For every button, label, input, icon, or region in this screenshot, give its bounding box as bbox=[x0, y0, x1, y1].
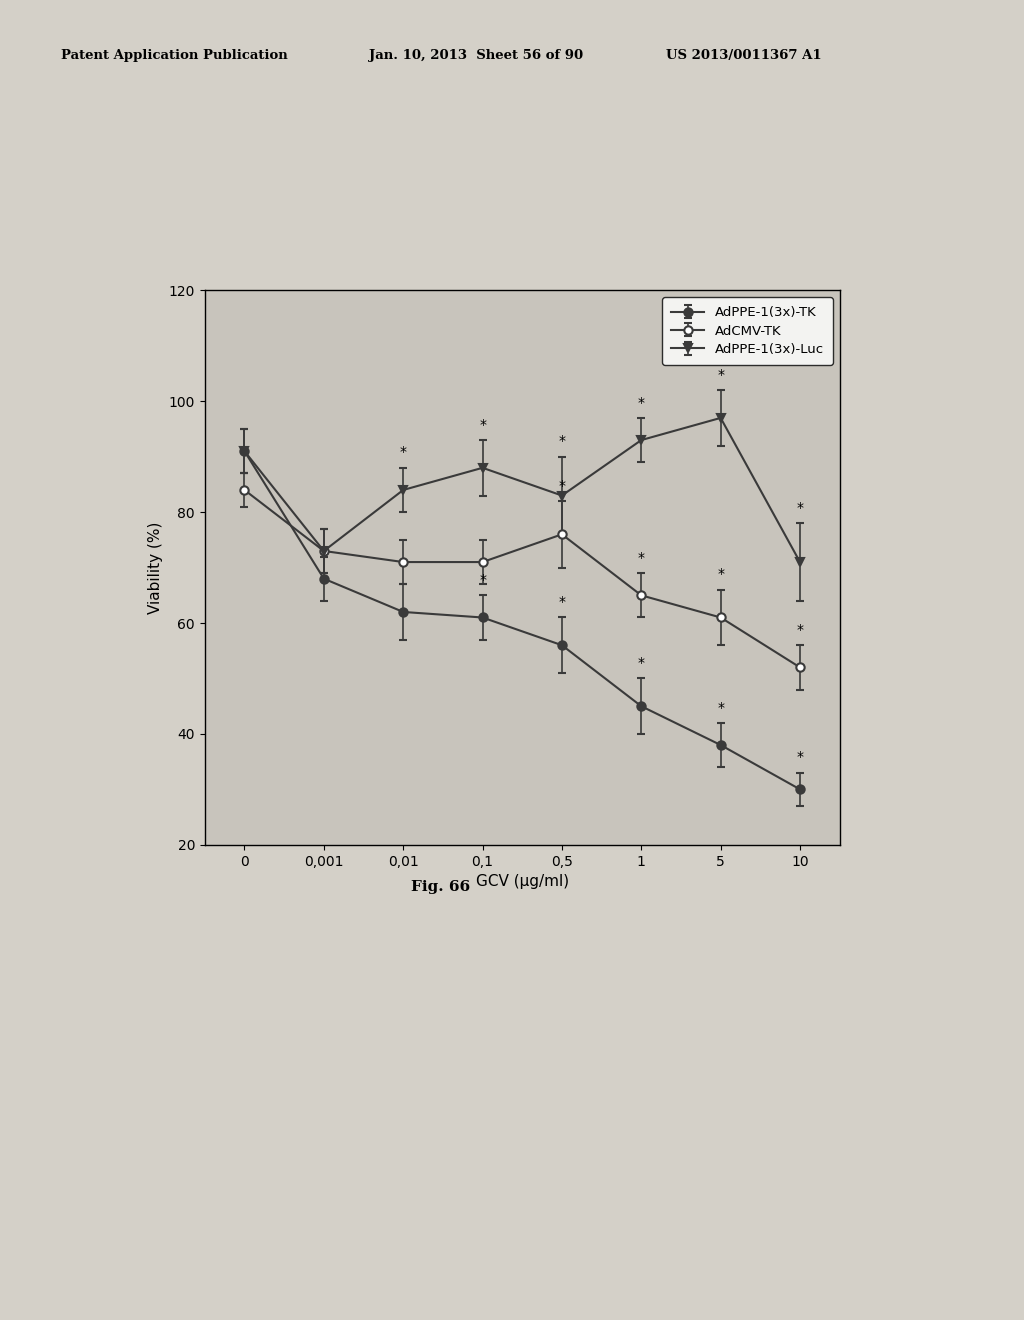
Text: *: * bbox=[717, 701, 724, 714]
Text: *: * bbox=[797, 623, 804, 636]
Text: *: * bbox=[479, 573, 486, 587]
Text: *: * bbox=[399, 445, 407, 459]
Text: US 2013/0011367 A1: US 2013/0011367 A1 bbox=[666, 49, 821, 62]
Text: *: * bbox=[638, 656, 645, 671]
Text: *: * bbox=[479, 417, 486, 432]
Text: *: * bbox=[717, 568, 724, 581]
X-axis label: GCV (μg/ml): GCV (μg/ml) bbox=[476, 874, 568, 890]
Text: *: * bbox=[717, 368, 724, 381]
Text: *: * bbox=[558, 595, 565, 609]
Text: Patent Application Publication: Patent Application Publication bbox=[61, 49, 288, 62]
Text: *: * bbox=[797, 750, 804, 764]
Text: *: * bbox=[638, 550, 645, 565]
Text: *: * bbox=[638, 396, 645, 409]
Text: Fig. 66: Fig. 66 bbox=[411, 880, 470, 894]
Text: *: * bbox=[797, 500, 804, 515]
Y-axis label: Viability (%): Viability (%) bbox=[148, 521, 163, 614]
Text: *: * bbox=[558, 479, 565, 492]
Text: *: * bbox=[558, 434, 565, 449]
Text: Jan. 10, 2013  Sheet 56 of 90: Jan. 10, 2013 Sheet 56 of 90 bbox=[369, 49, 583, 62]
Legend: AdPPE-1(3x)-TK, AdCMV-TK, AdPPE-1(3x)-Luc: AdPPE-1(3x)-TK, AdCMV-TK, AdPPE-1(3x)-Lu… bbox=[662, 297, 834, 366]
